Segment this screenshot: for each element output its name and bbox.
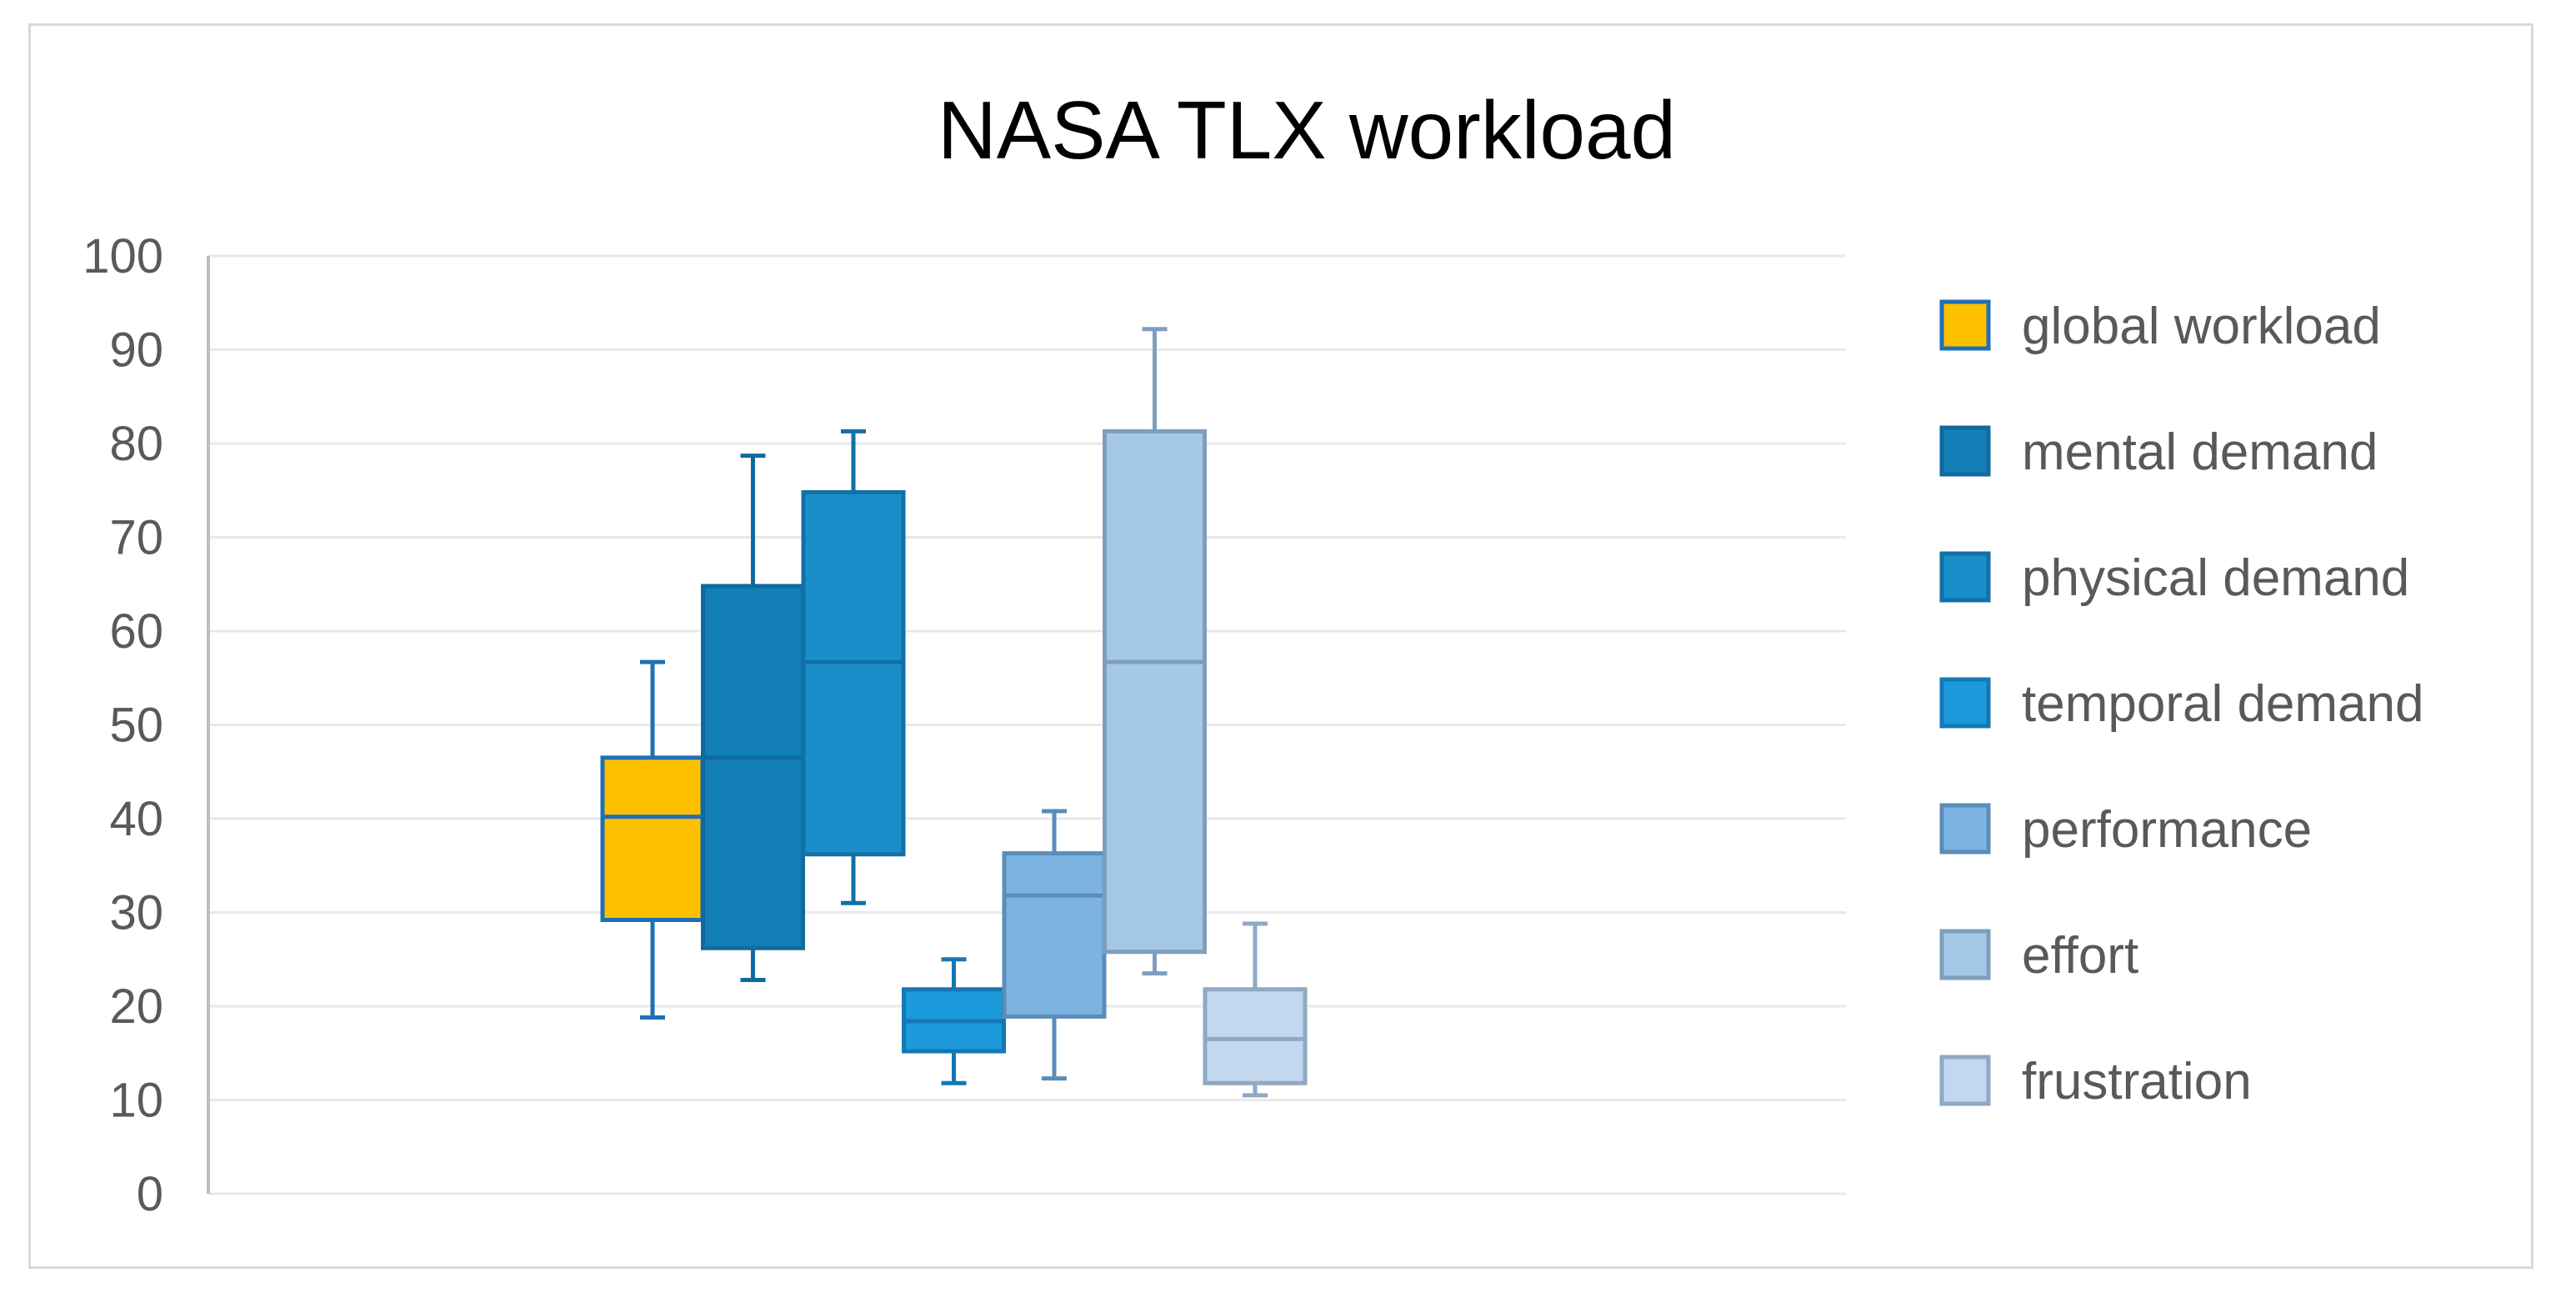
legend-label: temporal demand [2022, 675, 2424, 733]
box-mental-demand [701, 454, 805, 982]
box-global-workload [600, 659, 705, 1020]
y-tick-label: 10 [109, 1074, 163, 1128]
y-axis: 0 10 20 30 40 50 60 70 80 90 100 [83, 229, 210, 1221]
legend-swatch [1939, 929, 1991, 980]
legend-swatch [1939, 299, 1991, 351]
legend-entry-temporal-demand: temporal demand [1939, 675, 2424, 733]
legend-label: physical demand [2022, 549, 2409, 607]
legend-entry-effort: effort [1939, 927, 2138, 985]
box-performance [1002, 809, 1107, 1081]
legend-label: effort [2022, 927, 2138, 985]
box-body [1203, 987, 1308, 1085]
legend-label: performance [2022, 801, 2312, 859]
legend-swatch [1939, 1055, 1991, 1106]
legend: global workload mental demand physical dem… [1939, 298, 2424, 1110]
gridlines [208, 254, 1846, 1195]
legend-label: global workload [2022, 298, 2381, 355]
box-physical-demand [801, 428, 906, 905]
y-tick-label: 80 [109, 417, 163, 471]
y-tick-label: 100 [83, 229, 163, 283]
box-effort [1103, 327, 1207, 976]
legend-swatch [1939, 425, 1991, 477]
box-body [701, 584, 805, 950]
y-tick-label: 60 [109, 604, 163, 659]
y-tick-label: 20 [109, 980, 163, 1034]
legend-entry-global-workload: global workload [1939, 298, 2381, 355]
y-tick-label: 30 [109, 886, 163, 940]
legend-entry-physical-demand: physical demand [1939, 549, 2409, 607]
y-tick-label: 0 [137, 1167, 163, 1221]
y-tick-label: 90 [109, 323, 163, 378]
boxes [600, 327, 1308, 1098]
legend-label: mental demand [2022, 423, 2378, 481]
box-body [1103, 428, 1207, 955]
legend-swatch [1939, 803, 1991, 854]
box-body [1002, 851, 1107, 1019]
legend-entry-mental-demand: mental demand [1939, 423, 2378, 481]
box-temporal-demand [902, 957, 1006, 1085]
y-tick-label: 40 [109, 792, 163, 846]
legend-swatch [1939, 677, 1991, 729]
chart-title: NASA TLX workload [938, 84, 1676, 176]
box-frustration [1203, 921, 1308, 1098]
legend-swatch [1939, 551, 1991, 603]
y-tick-label: 70 [109, 511, 163, 565]
box-body [600, 755, 705, 922]
legend-entry-frustration: frustration [1939, 1053, 2252, 1110]
legend-label: frustration [2022, 1053, 2252, 1110]
y-tick-label: 50 [109, 699, 163, 753]
legend-entry-performance: performance [1939, 801, 2312, 859]
box-body [801, 490, 906, 857]
